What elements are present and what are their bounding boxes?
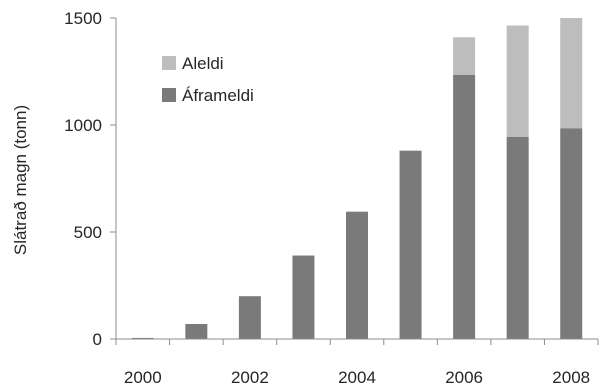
x-axis: 2000 2002 2004 2006 2008 <box>115 339 599 387</box>
y-tick-label: 0 <box>93 330 102 349</box>
bar-2007-Aleldi <box>506 25 529 137</box>
x-tick-label: 2000 <box>124 368 162 387</box>
y-tick-label: 1000 <box>64 116 102 135</box>
x-tick-label: 2004 <box>338 368 376 387</box>
x-tick-label: 2008 <box>552 368 590 387</box>
legend-label: Aleldi <box>182 54 224 73</box>
bars <box>131 18 583 340</box>
legend: Aleldi Áframeldi <box>162 54 254 105</box>
x-tick-label: 2002 <box>231 368 269 387</box>
y-axis: 0 500 1000 1500 <box>64 9 116 349</box>
legend-swatch <box>162 88 176 102</box>
bar-2007-Áframeldi <box>506 136 529 339</box>
y-axis-title: Slátrað magn (tonn) <box>11 105 30 255</box>
y-tick-label: 500 <box>74 223 102 242</box>
bar-2000-Áframeldi <box>131 337 154 339</box>
bar-2004-Áframeldi <box>346 211 368 339</box>
bar-2006-Aleldi <box>453 37 476 75</box>
x-tick-label: 2006 <box>445 368 483 387</box>
y-tick-label: 1500 <box>64 9 102 28</box>
bar-2008-Áframeldi <box>560 128 583 339</box>
bar-2005-Áframeldi <box>399 150 422 339</box>
bar-2003-Áframeldi <box>292 255 315 339</box>
bar-2006-Áframeldi <box>453 74 476 340</box>
bar-2008-Aleldi <box>560 18 583 129</box>
bar-2001-Áframeldi <box>185 324 208 339</box>
bar-2002-Áframeldi <box>238 296 261 339</box>
legend-swatch <box>162 56 176 70</box>
legend-label: Áframeldi <box>182 86 254 105</box>
